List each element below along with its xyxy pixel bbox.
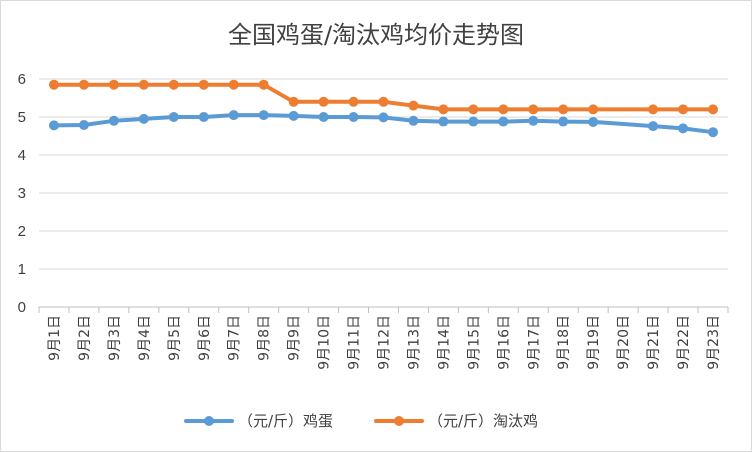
data-point [318,96,329,107]
data-point [48,79,59,90]
series-1 [48,110,719,138]
data-point [588,104,599,115]
x-tick-label: 9月16日 [496,315,512,370]
x-tick-label: 9月2日 [77,315,93,361]
series-line [52,82,715,112]
data-point [648,121,659,132]
x-tick-label: 9月1日 [47,315,63,361]
data-point [378,112,389,123]
data-point [288,110,299,121]
data-point [678,123,689,134]
legend-marker [394,416,404,426]
data-point [588,116,599,127]
data-point [558,116,569,127]
data-point [228,110,239,121]
legend-item-2: （元/斤）淘汰鸡 [374,412,538,430]
x-tick-label: 9月23日 [706,315,722,370]
data-point [348,112,359,122]
data-point [258,79,269,90]
series-2 [48,79,719,115]
x-tick-label: 9月15日 [466,315,482,370]
x-tick-label: 9月4日 [137,315,153,361]
data-point [708,104,719,115]
x-tick-label: 9月6日 [197,315,213,361]
x-tick-label: 9月10日 [317,315,333,370]
data-point [78,79,89,90]
legend-label: （元/斤）淘汰鸡 [428,412,538,430]
y-tick-label: 3 [18,185,26,202]
data-point [528,115,539,126]
x-tick-label: 9月14日 [436,315,452,370]
y-tick-label: 5 [18,109,26,126]
y-axis-ticks: 0 1 2 3 4 5 6 [18,71,26,316]
x-tick-label: 9月21日 [646,315,662,370]
data-point [288,96,299,107]
data-point [108,115,119,126]
x-tick-label: 9月11日 [347,315,363,370]
x-tick-label: 9月8日 [257,315,273,361]
legend-marker [204,416,214,426]
data-point [648,104,659,115]
x-axis: 9月1日 9月2日 9月3日 9月4日 9月5日 9月6日 9月7日 9月8日 9月9日 9月10… [38,306,729,370]
x-tick-label: 9月18日 [556,315,572,370]
data-point [198,112,209,122]
x-tick-label: 9月12日 [377,315,393,370]
x-tick-label: 9月19日 [586,315,602,370]
chart-title: 全国鸡蛋/淘汰鸡均价走势图 [227,21,525,49]
data-point [528,104,539,115]
x-tick-label: 9月7日 [227,315,243,361]
data-point [168,79,179,90]
data-point [78,119,89,130]
data-point [348,96,359,107]
data-point [198,79,209,90]
x-tick-label: 9月9日 [287,315,303,361]
x-tick-label: 9月17日 [526,315,542,370]
legend-item-1: （元/斤）鸡蛋 [184,412,333,430]
x-tick-label: 9月20日 [616,315,632,370]
gridlines [39,78,728,270]
series-line [52,113,715,135]
x-tick-label: 9月3日 [107,315,123,361]
x-tick-label: 9月13日 [406,315,422,370]
data-point [108,79,119,90]
y-tick-label: 2 [18,223,26,240]
y-tick-label: 4 [18,147,26,164]
data-point [168,112,179,122]
data-point [138,113,149,124]
data-point [498,104,509,115]
data-point [258,110,269,121]
data-point [678,104,689,115]
legend: （元/斤）鸡蛋 （元/斤）淘汰鸡 [184,412,538,430]
data-point [318,112,329,122]
data-point [138,79,149,90]
data-point [48,120,59,131]
data-point [708,127,719,138]
y-tick-label: 0 [18,299,26,316]
data-point [438,104,449,115]
data-point [468,116,479,127]
data-point [378,96,389,107]
x-tick-label: 9月22日 [676,315,692,370]
y-tick-label: 6 [18,71,26,88]
data-point [408,115,419,126]
data-point [498,116,509,127]
data-point [438,116,449,127]
data-point [408,100,419,111]
data-point [228,79,239,90]
data-point [558,104,569,115]
data-point [468,104,479,115]
legend-label: （元/斤）鸡蛋 [238,412,333,430]
y-tick-label: 1 [18,261,26,278]
x-tick-label: 9月5日 [167,315,183,361]
